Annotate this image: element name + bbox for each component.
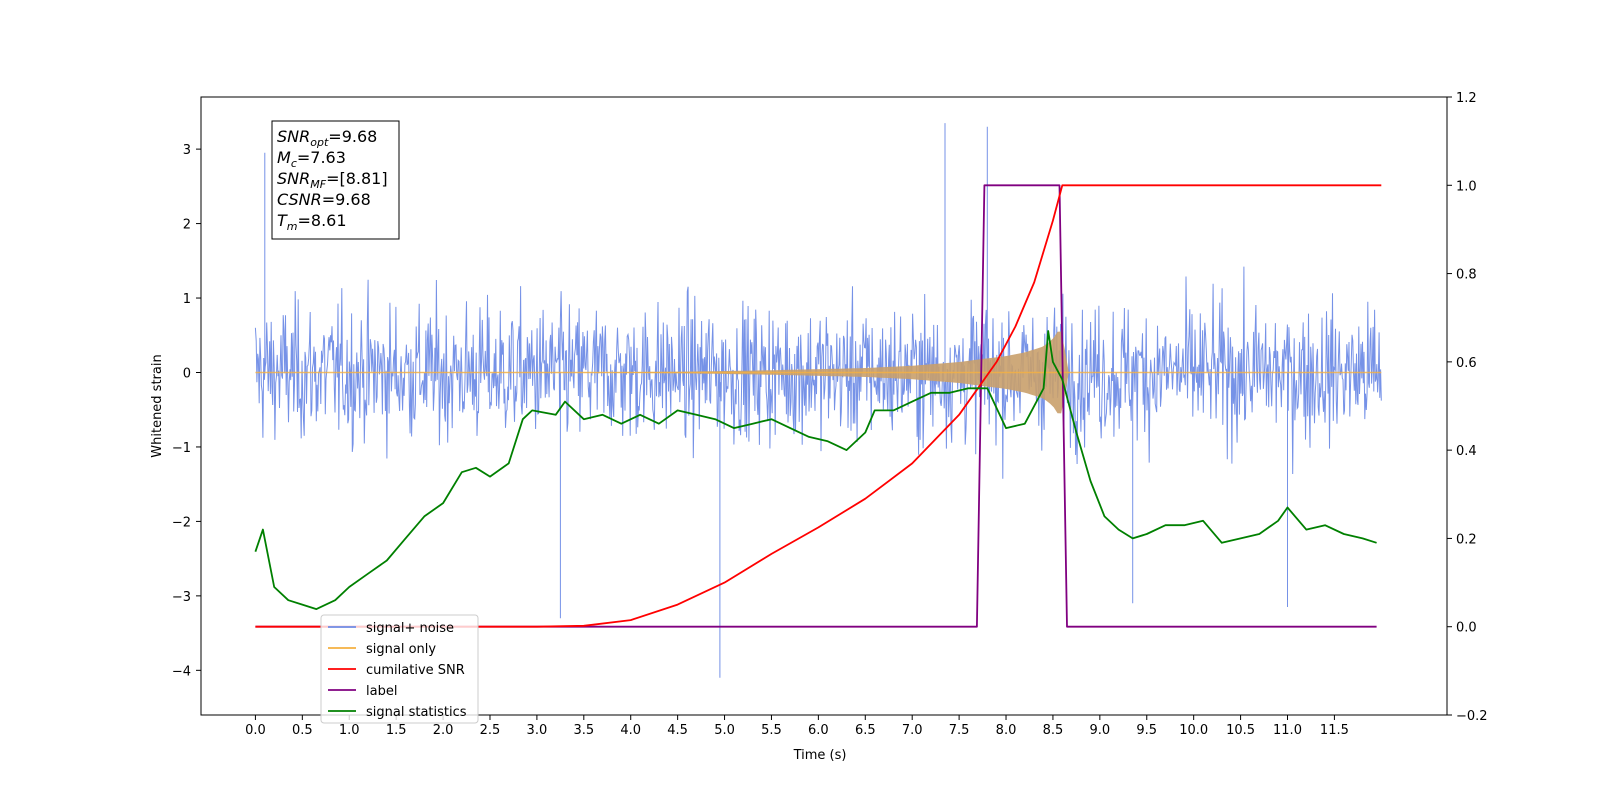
y-tick-label: 3 [183,143,191,158]
x-tick-label: 6.0 [808,723,829,738]
series-cumulative-snr-line [255,184,1382,628]
x-tick-label: 5.0 [714,723,735,738]
x-tick-label: 8.0 [996,723,1017,738]
plot-area [254,123,1382,678]
annotation-frame [271,120,400,240]
x-tick-label: 1.0 [339,723,360,738]
annotation-line: CSNR=9.68 [277,190,371,209]
axes-frame [200,96,1448,716]
x-tick-label: 2.5 [480,723,501,738]
annotation-line: SNRMF=[8.81] [277,169,388,191]
annotation-line: SNRopt=9.68 [277,127,377,149]
legend-label: signal+ noise [366,621,454,636]
x-tick-label: 3.5 [573,723,594,738]
series-signal-noise-line [254,123,1382,678]
x-tick-label: 6.5 [855,723,876,738]
y-axis-label: Whitened strain [150,354,165,457]
y2-tick-label: −0.2 [1456,709,1488,724]
x-tick-label: 3.0 [527,723,548,738]
y2-tick-label: 0.8 [1456,268,1477,283]
legend-label: signal only [366,642,436,657]
x-tick-label: 9.0 [1090,723,1111,738]
legend-label: cumilative SNR [366,663,465,678]
annotation-line: Mc=7.63 [277,148,346,170]
x-tick-label: 4.0 [620,723,641,738]
x-tick-label: 4.5 [667,723,688,738]
legend-label: label [366,684,397,699]
x-tick-label: 7.5 [949,723,970,738]
x-tick-label: 0.0 [245,723,266,738]
x-tick-label: 9.5 [1136,723,1157,738]
legend-frame [320,614,479,724]
x-tick-label: 7.0 [902,723,923,738]
legend-label: signal statistics [366,705,467,720]
y-tick-label: −2 [172,515,191,530]
y-tick-label: −1 [172,441,191,456]
x-axis-label: Time (s) [793,748,847,763]
y-tick-label: 1 [183,292,191,307]
y2-tick-label: 1.2 [1456,91,1477,106]
x-tick-label: 11.0 [1273,723,1302,738]
annotation-line: Tm=8.61 [277,211,347,233]
y2-tick-label: 0.2 [1456,532,1477,547]
legend: signal+ noise signal only cumilative SNR la… [320,614,479,724]
x-tick-label: 10.5 [1226,723,1255,738]
x-tick-label: 1.5 [386,723,407,738]
x-tick-label: 11.5 [1320,723,1349,738]
y2-tick-label: 1.0 [1456,179,1477,194]
y-tick-label: −4 [172,664,191,679]
x-tick-label: 0.5 [292,723,313,738]
x-tick-label: 5.5 [761,723,782,738]
x-tick-label: 8.5 [1043,723,1064,738]
y2-tick-label: 0.6 [1456,356,1477,371]
x-tick-label: 2.0 [433,723,454,738]
series-signal-statistics-line [254,330,1377,610]
y2-tick-label: 0.4 [1456,444,1477,459]
series-label-line [255,184,1377,628]
y2-tick-label: 0.0 [1456,621,1477,636]
x-tick-label: 10.0 [1179,723,1208,738]
y-tick-label: −3 [172,590,191,605]
y-tick-label: 0 [183,366,191,381]
axes: 0.0 0.5 1.0 1.5 2.0 2.5 3.0 3.5 4.0 4.5 5.0 5.5 6.0 6… [172,91,1488,738]
y-tick-label: 2 [183,218,191,233]
